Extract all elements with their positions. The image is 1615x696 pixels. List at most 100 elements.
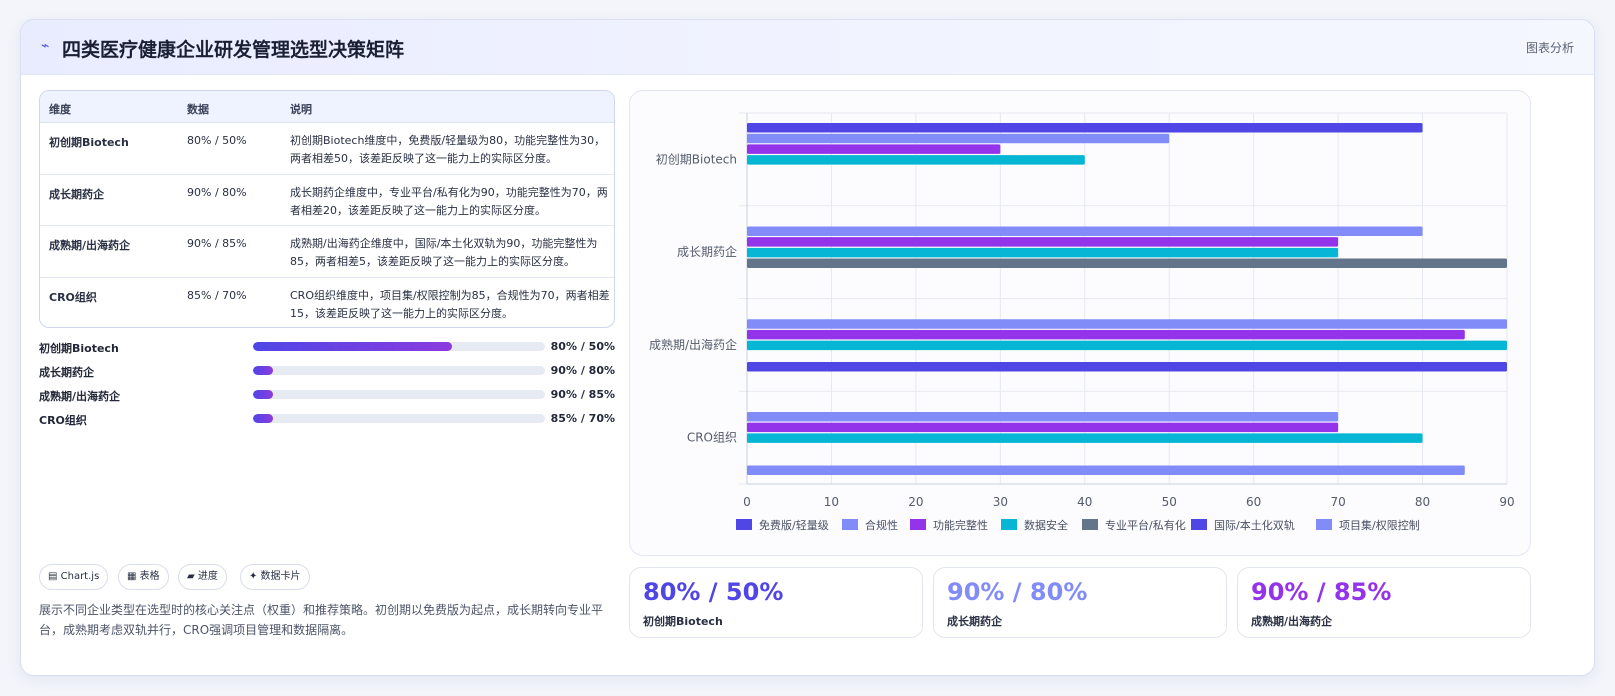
- bar: [747, 465, 1465, 475]
- legend-label: 项目集/权限控制: [1339, 518, 1420, 532]
- progress-track: [253, 342, 545, 351]
- chart-container: 0 10 20 30 40 50 60 70 80 90 初创期Biotech 成长期药企 成熟期/出海…: [629, 90, 1531, 556]
- progress-track: [253, 366, 545, 375]
- stat-card: 80% / 50% 初创期Biotech: [629, 567, 923, 638]
- table-header: 维度 数据 说明: [40, 91, 614, 123]
- legend-swatch: [1001, 519, 1017, 530]
- progress-row: 成熟期/出海药企 90% / 85%: [39, 386, 615, 404]
- progress-label: 成长期药企: [39, 366, 94, 379]
- progress-fill: [253, 414, 274, 423]
- row-dimension: CRO组织: [49, 290, 97, 304]
- row-note: 成长期药企维度中，专业平台/私有化为90，功能完整性为70，两者相差20，该差距…: [290, 185, 608, 217]
- stat-card: 90% / 85% 成熟期/出海药企: [1237, 567, 1531, 638]
- legend-swatch: [842, 519, 858, 530]
- dashboard-card: ⌁ 四类医疗健康企业研发管理选型决策矩阵 图表分析 维度 数据 说明 初创期Bi…: [20, 19, 1595, 676]
- x-tick-label: 20: [908, 495, 923, 509]
- progress-fill: [253, 366, 274, 375]
- bar: [747, 329, 1465, 340]
- bar: [747, 340, 1507, 351]
- row-data: 90% / 80%: [187, 185, 247, 199]
- progress-value: 90% / 80%: [550, 364, 615, 377]
- row-data: 85% / 70%: [187, 288, 247, 302]
- bar: [747, 133, 1170, 144]
- progress-track: [253, 390, 545, 399]
- y-tick-label: 成熟期/出海药企: [649, 337, 737, 352]
- progress-row: CRO组织 85% / 70%: [39, 410, 615, 428]
- bar: [747, 144, 1001, 154]
- bar: [747, 411, 1339, 422]
- progress-value: 85% / 70%: [550, 412, 615, 425]
- bar: [747, 247, 1339, 258]
- legend-label: 免费版/轻量级: [759, 518, 829, 532]
- y-tick-label: 初创期Biotech: [656, 152, 737, 166]
- progress-label: 初创期Biotech: [39, 342, 119, 355]
- x-tick-label: 0: [743, 495, 751, 509]
- legend-label: 国际/本土化双轨: [1214, 518, 1295, 532]
- legend-swatch: [1191, 519, 1207, 530]
- stat-card: 90% / 80% 成长期药企: [933, 567, 1227, 638]
- table-row: 初创期Biotech 80% / 50% 初创期Biotech维度中，免费版/轻…: [40, 123, 614, 175]
- y-tick-label: 成长期药企: [677, 244, 737, 259]
- progress-value: 90% / 85%: [550, 388, 615, 401]
- chip-chartjs[interactable]: ▤ Chart.js: [39, 564, 109, 590]
- x-tick-label: 60: [1246, 495, 1261, 509]
- progress-row: 成长期药企 90% / 80%: [39, 362, 615, 380]
- chip-table[interactable]: ▦ 表格: [118, 564, 169, 590]
- progress-track: [253, 414, 545, 423]
- column-header-data: 数据: [187, 103, 209, 116]
- row-dimension: 成长期药企: [49, 187, 104, 201]
- stat-label: 成熟期/出海药企: [1251, 615, 1333, 628]
- data-table: 维度 数据 说明 初创期Biotech 80% / 50% 初创期Biotech…: [39, 90, 615, 328]
- table-row: 成长期药企 90% / 80% 成长期药企维度中，专业平台/私有化为90，功能完…: [40, 175, 614, 226]
- x-tick-label: 40: [1077, 495, 1092, 509]
- y-tick-label: CRO组织: [687, 431, 737, 445]
- bar: [747, 155, 1085, 165]
- row-note: 成熟期/出海药企维度中，国际/本土化双轨为90，功能完整性为85，两者相差5，该…: [290, 237, 598, 268]
- row-dimension: 成熟期/出海药企: [49, 239, 131, 252]
- row-note: 初创期Biotech维度中，免费版/轻量级为80，功能完整性为30，两者相差50…: [290, 134, 606, 165]
- x-tick-label: 80: [1415, 495, 1430, 509]
- progress-value: 80% / 50%: [550, 340, 615, 353]
- chip-data-card[interactable]: ✦ 数据卡片: [240, 564, 310, 590]
- row-data: 90% / 85%: [187, 237, 247, 250]
- legend-swatch: [910, 519, 926, 530]
- bar: [747, 226, 1423, 236]
- bar: [747, 237, 1339, 247]
- progress-row: 初创期Biotech 80% / 50%: [39, 338, 615, 356]
- row-note: CRO组织维度中，项目集/权限控制为85，合规性为70，两者相差15，该差距反映…: [290, 288, 610, 320]
- progress-fill: [253, 342, 452, 351]
- card-header: ⌁ 四类医疗健康企业研发管理选型决策矩阵 图表分析: [21, 20, 1594, 75]
- legend-label: 数据安全: [1024, 518, 1068, 532]
- chart-analysis-tag: 图表分析: [1525, 41, 1574, 55]
- row-data: 80% / 50%: [187, 134, 247, 147]
- sparkle-icon: ⌁: [41, 38, 50, 54]
- legend-swatch: [736, 519, 752, 530]
- bar: [747, 319, 1507, 329]
- bar: [747, 258, 1507, 269]
- column-header-dimension: 维度: [49, 103, 71, 116]
- chip-progress[interactable]: ▰ 进度: [178, 564, 227, 590]
- x-tick-label: 90: [1499, 495, 1514, 509]
- bar: [747, 123, 1423, 133]
- stat-value: 90% / 85%: [1251, 578, 1392, 606]
- bar: [747, 422, 1339, 433]
- legend-swatch: [1316, 519, 1332, 530]
- progress-label: 成熟期/出海药企: [39, 390, 121, 403]
- row-dimension: 初创期Biotech: [49, 136, 129, 149]
- legend-label: 专业平台/私有化: [1105, 518, 1186, 532]
- legend-label: 功能完整性: [933, 518, 988, 532]
- legend-swatch: [1082, 519, 1098, 530]
- x-tick-label: 30: [993, 495, 1008, 509]
- description: 展示不同企业类型在选型时的核心关注点（权重）和推荐策略。初创期以免费版为起点，成…: [39, 603, 604, 637]
- column-header-note: 说明: [290, 103, 312, 116]
- progress-label: CRO组织: [39, 414, 87, 427]
- x-tick-label: 10: [824, 495, 839, 509]
- stat-label: 成长期药企: [947, 615, 1002, 628]
- table-row: 成熟期/出海药企 90% / 85% 成熟期/出海药企维度中，国际/本土化双轨为…: [40, 226, 614, 278]
- bar-chart: 0 10 20 30 40 50 60 70 80 90 初创期Biotech 成长期药企成熟期/出海…: [649, 112, 1515, 532]
- progress-fill: [253, 390, 274, 399]
- stat-value: 90% / 80%: [947, 578, 1088, 606]
- stat-label: 初创期Biotech: [643, 615, 723, 628]
- bar: [747, 433, 1423, 443]
- bar: [747, 362, 1507, 372]
